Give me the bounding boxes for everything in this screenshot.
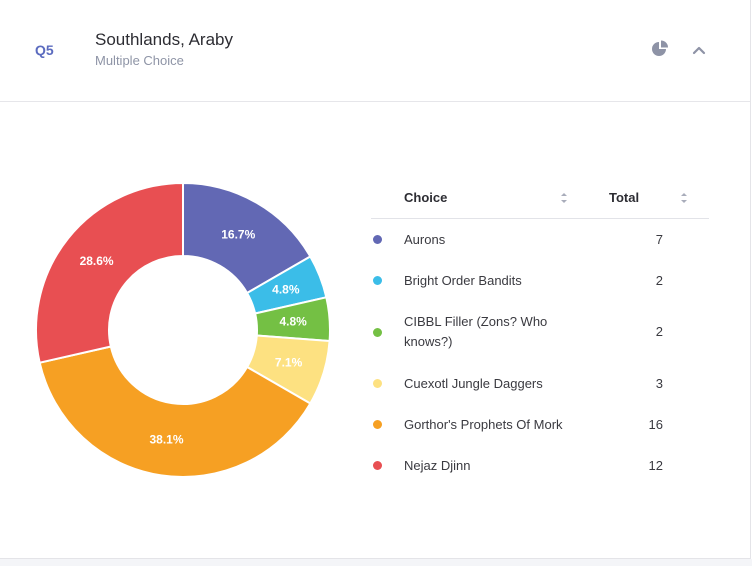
choice-total: 12 bbox=[648, 458, 663, 473]
slice-percent-label: 16.7% bbox=[221, 227, 255, 241]
slice-nejaz-djinn[interactable] bbox=[35, 181, 184, 364]
legend-dot-icon bbox=[373, 379, 382, 388]
table-row: Nejaz Djinn 12 bbox=[371, 445, 709, 486]
choice-total: 3 bbox=[655, 376, 663, 391]
table-row: Cuexotl Jungle Daggers 3 bbox=[371, 363, 709, 404]
choice-total: 2 bbox=[655, 324, 663, 339]
question-number: Q5 bbox=[35, 42, 54, 58]
slice-percent-label: 38.1% bbox=[150, 432, 184, 446]
results-table: Choice Total Aurons 7 Bright Order Bandi… bbox=[371, 178, 709, 486]
sort-icon[interactable] bbox=[680, 191, 688, 205]
table-row: Aurons 7 bbox=[371, 219, 709, 260]
choice-label: Aurons bbox=[404, 232, 446, 247]
table-header: Choice Total bbox=[371, 178, 709, 219]
slice-percent-label: 7.1% bbox=[275, 356, 303, 370]
table-row: Bright Order Bandits 2 bbox=[371, 260, 709, 301]
table-row: CIBBL Filler (Zons? Who knows?) 2 bbox=[371, 301, 709, 363]
donut-chart-svg: 16.7% 4.8% 4.8% 7.1% 38.1% 28.6% bbox=[35, 181, 331, 478]
slice-percent-label: 28.6% bbox=[80, 254, 114, 268]
legend-dot-icon bbox=[373, 235, 382, 244]
question-title: Southlands, Araby bbox=[95, 30, 233, 49]
choice-label: CIBBL Filler (Zons? Who knows?) bbox=[404, 314, 548, 349]
choice-total: 7 bbox=[655, 232, 663, 247]
choice-label: Cuexotl Jungle Daggers bbox=[404, 376, 543, 391]
donut-chart: 16.7% 4.8% 4.8% 7.1% 38.1% 28.6% bbox=[32, 177, 342, 487]
sort-icon[interactable] bbox=[560, 191, 568, 205]
chevron-up-icon[interactable] bbox=[689, 40, 709, 60]
page-footer-strip bbox=[0, 559, 752, 566]
slice-percent-label: 4.8% bbox=[280, 315, 308, 329]
choice-total: 16 bbox=[648, 417, 663, 432]
choice-label: Gorthor's Prophets Of Mork bbox=[404, 417, 563, 432]
slice-gorthors-prophets[interactable] bbox=[38, 345, 312, 478]
choice-total: 2 bbox=[655, 273, 663, 288]
pie-chart-icon[interactable] bbox=[650, 39, 670, 59]
question-type: Multiple Choice bbox=[95, 53, 184, 68]
column-header-total[interactable]: Total bbox=[609, 190, 640, 205]
table-row: Gorthor's Prophets Of Mork 16 bbox=[371, 404, 709, 445]
choice-label: Bright Order Bandits bbox=[404, 273, 522, 288]
legend-dot-icon bbox=[373, 461, 382, 470]
choice-label: Nejaz Djinn bbox=[404, 458, 471, 473]
legend-dot-icon bbox=[373, 276, 382, 285]
column-header-choice[interactable]: Choice bbox=[404, 190, 448, 205]
slice-aurons[interactable] bbox=[182, 181, 312, 295]
legend-dot-icon bbox=[373, 328, 382, 337]
legend-dot-icon bbox=[373, 420, 382, 429]
question-header: Q5 Southlands, Araby Multiple Choice bbox=[0, 0, 750, 102]
slice-percent-label: 4.8% bbox=[272, 283, 300, 297]
